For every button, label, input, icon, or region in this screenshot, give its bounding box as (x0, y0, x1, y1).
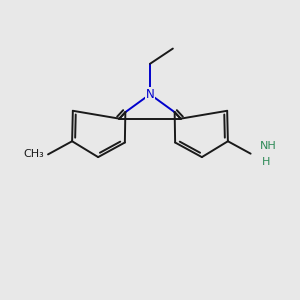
Text: NH: NH (260, 141, 277, 151)
Text: H: H (262, 157, 270, 166)
Text: N: N (146, 88, 154, 101)
Text: CH₃: CH₃ (24, 149, 44, 159)
